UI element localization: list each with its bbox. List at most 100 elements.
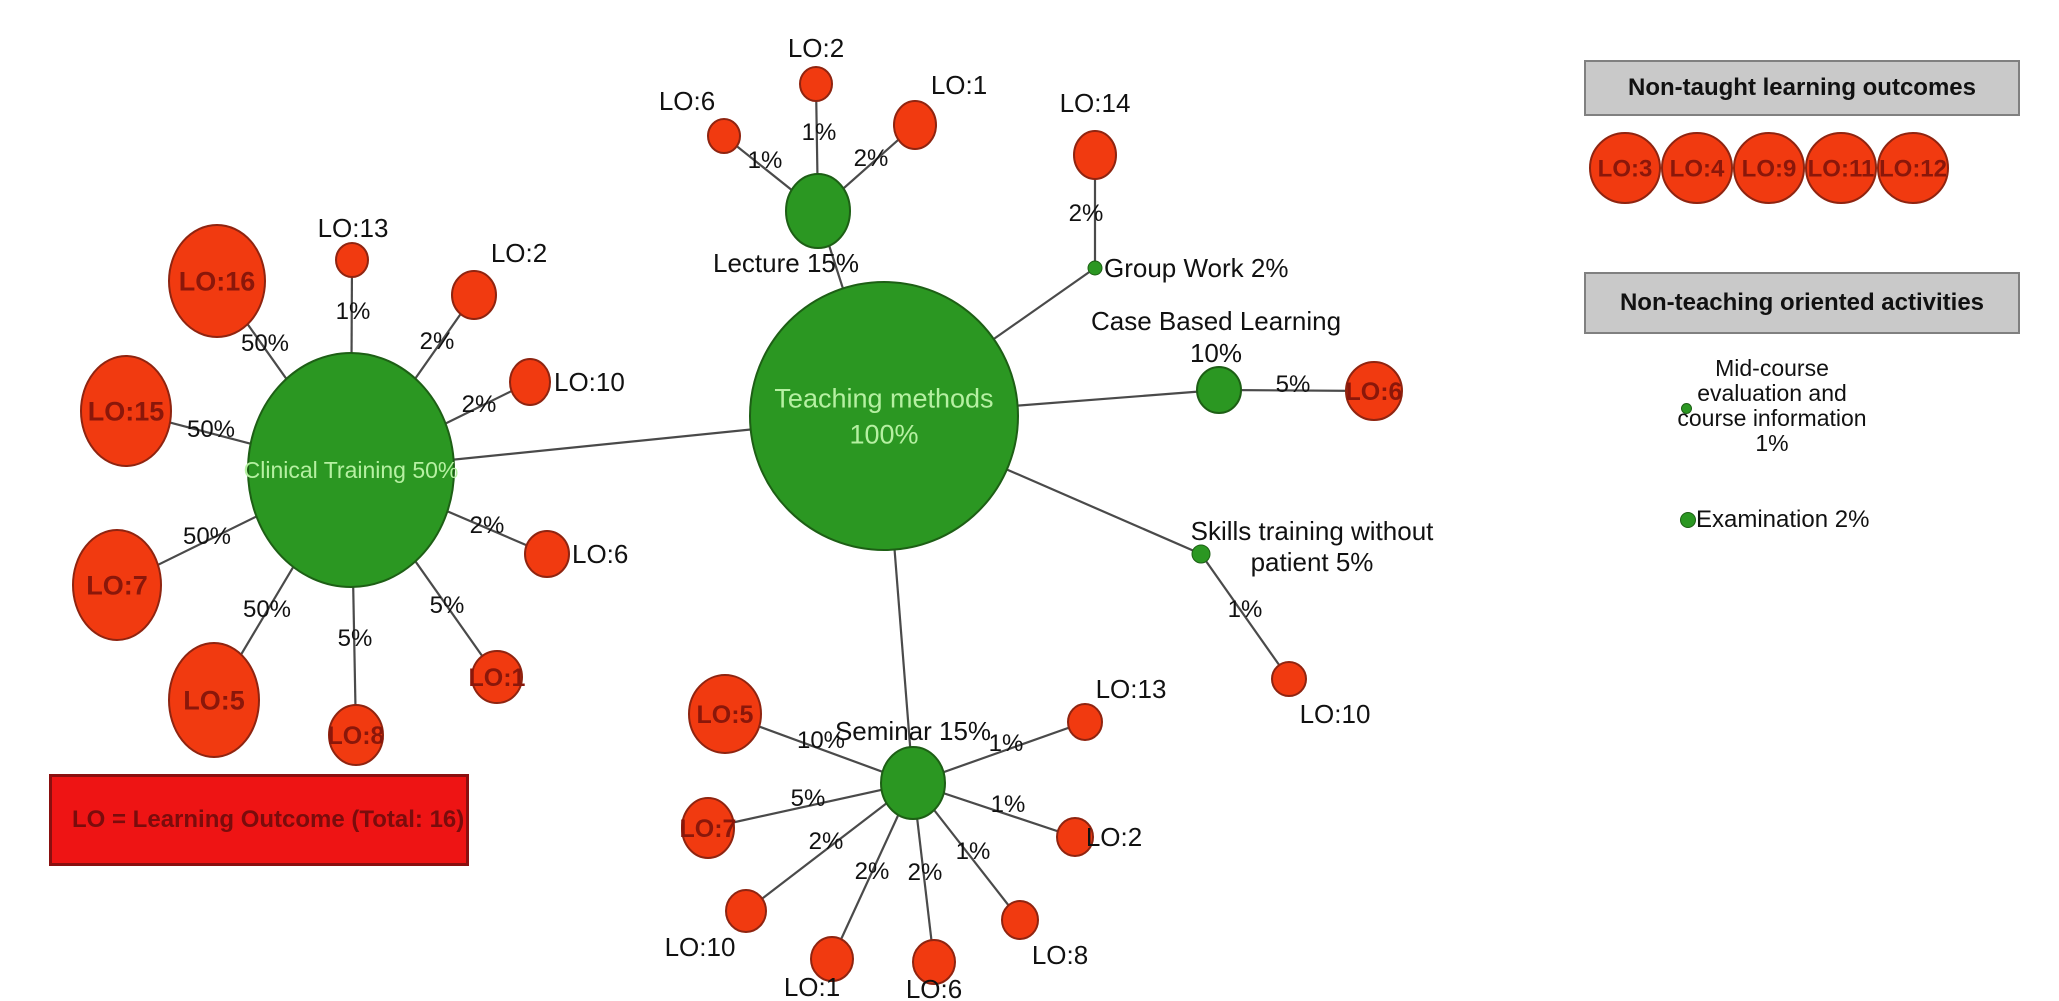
edge-label-seminar-lo10se: 2% bbox=[809, 828, 844, 855]
node-lo9p bbox=[1733, 132, 1805, 204]
mid-course-line-2: evaluation and bbox=[1697, 380, 1847, 406]
edge-label-clinical-lo5c: 50% bbox=[243, 596, 291, 623]
edge-seminar-lo7s bbox=[707, 781, 914, 830]
node-lo5s bbox=[688, 674, 762, 754]
node-label-lo10se: LO:10 bbox=[665, 932, 736, 962]
node-lo13s bbox=[1067, 703, 1103, 741]
activity-mid-course: Mid-course evaluation and course informa… bbox=[1662, 356, 1882, 456]
node-label-lo6l: LO:6 bbox=[659, 86, 715, 116]
node-label-lo7s: LO:7 bbox=[680, 815, 737, 843]
edge-label-skills-lo10s: 1% bbox=[1228, 596, 1263, 623]
node-label-cbl-2: 10% bbox=[1190, 338, 1242, 368]
node-label-lo1c: LO:1 bbox=[469, 664, 526, 692]
node-lo1l bbox=[893, 100, 937, 150]
node-lo2s bbox=[1056, 817, 1094, 857]
node-lo8c bbox=[328, 704, 384, 766]
edge-label-clinical-lo15: 50% bbox=[187, 416, 235, 443]
node-lo5c bbox=[168, 642, 260, 758]
edge-label-seminar-lo5s: 10% bbox=[797, 727, 845, 754]
labels-layer: 50% 1% 2% 2% 50% 50% 50% 5% 5% 2% 1% 1% 2% 2% 5% 1% 10% 5… bbox=[86, 33, 1947, 1001]
edge-label-lecture-lo2l: 1% bbox=[802, 119, 837, 146]
node-label-lo6c: LO:6 bbox=[572, 539, 628, 569]
node-label-lo1l: LO:1 bbox=[931, 70, 987, 100]
mid-course-line-3: course information bbox=[1677, 405, 1867, 431]
edge-label-clinical-lo16: 50% bbox=[241, 330, 289, 357]
node-lo1s bbox=[810, 936, 854, 982]
edge-label-clinical-lo1c: 5% bbox=[430, 592, 465, 619]
node-label-lo8c: LO:8 bbox=[328, 722, 385, 750]
edge-label-clinical-lo7c: 50% bbox=[183, 523, 231, 550]
node-lo4p bbox=[1661, 132, 1733, 204]
node-lo2c bbox=[451, 270, 497, 320]
node-lo11p bbox=[1805, 132, 1877, 204]
node-label-lo5c: LO:5 bbox=[183, 685, 245, 715]
node-clinical bbox=[247, 352, 455, 588]
edge-label-seminar-lo1s: 2% bbox=[855, 858, 890, 885]
edge-label-seminar-lo7s: 5% bbox=[791, 785, 826, 812]
node-lo6cb bbox=[1345, 361, 1403, 421]
node-lo1c bbox=[471, 650, 523, 704]
edge-label-lecture-lo1l: 2% bbox=[854, 145, 889, 172]
node-lo6l bbox=[707, 118, 741, 154]
edge-seminar-lo10se bbox=[745, 782, 914, 912]
panel-header-non-teaching-text: Non-teaching oriented activities bbox=[1619, 289, 1985, 316]
node-label-lo10s: LO:10 bbox=[1300, 699, 1371, 729]
node-label-lo9p: LO:9 bbox=[1742, 155, 1797, 182]
edge-skills-lo10s bbox=[1200, 553, 1290, 680]
edge-label-clinical-lo8c: 5% bbox=[338, 625, 373, 652]
node-lo7c bbox=[72, 529, 162, 641]
node-lo13c bbox=[335, 242, 369, 278]
node-seminar bbox=[880, 746, 946, 820]
edge-label-cbl-lo6cb: 5% bbox=[1276, 371, 1311, 398]
panel-header-non-teaching: Non-teaching oriented activities bbox=[1584, 272, 2020, 334]
node-label-lo12p: LO:12 bbox=[1879, 155, 1947, 182]
edge-label-clinical-lo13c: 1% bbox=[336, 298, 371, 325]
node-label-clinical: Clinical Training 50% bbox=[244, 457, 459, 483]
node-lo2l bbox=[799, 66, 833, 102]
node-lo6c bbox=[524, 530, 570, 578]
node-lo14 bbox=[1073, 130, 1117, 180]
node-lo7s bbox=[681, 797, 735, 859]
node-skills bbox=[1191, 544, 1211, 564]
node-label-lo13s: LO:13 bbox=[1096, 674, 1167, 704]
node-lo10c bbox=[509, 358, 551, 406]
node-label-skills-2: patient 5% bbox=[1251, 547, 1374, 577]
node-label-lo10c: LO:10 bbox=[554, 367, 625, 397]
node-groupwork bbox=[1087, 260, 1103, 276]
node-label-groupwork: Group Work 2% bbox=[1104, 253, 1288, 283]
edge-label-clinical-lo2c: 2% bbox=[420, 328, 455, 355]
mid-course-dot-icon bbox=[1681, 403, 1692, 414]
node-lo3p bbox=[1589, 132, 1661, 204]
node-lo10se bbox=[725, 889, 767, 933]
edge-label-seminar-lo6s: 2% bbox=[908, 859, 943, 886]
node-label-lecture: Lecture 15% bbox=[713, 248, 859, 278]
node-label-seminar: Seminar 15% bbox=[835, 716, 991, 746]
node-lo15 bbox=[80, 355, 172, 467]
node-lo8s bbox=[1001, 900, 1039, 940]
edge-label-seminar-lo2s: 1% bbox=[991, 791, 1026, 818]
legend-text: LO = Learning Outcome (Total: 16) bbox=[72, 806, 465, 833]
node-label-lo6s: LO:6 bbox=[906, 974, 962, 1001]
node-label-lo15: LO:15 bbox=[88, 396, 165, 426]
node-label-lo16: LO:16 bbox=[179, 266, 256, 296]
node-lecture bbox=[785, 173, 851, 249]
node-label-lo3p: LO:3 bbox=[1598, 155, 1653, 182]
panel-header-non-taught: Non-taught learning outcomes bbox=[1584, 60, 2020, 116]
node-label-lo6cb: LO:6 bbox=[1346, 378, 1403, 406]
edge-label-clinical-lo10c: 2% bbox=[462, 391, 497, 418]
node-label-lo5s: LO:5 bbox=[697, 701, 754, 729]
node-lo12p bbox=[1877, 132, 1949, 204]
mid-course-line-1: Mid-course bbox=[1715, 355, 1829, 381]
node-teaching bbox=[749, 281, 1019, 551]
node-label-lo13c: LO:13 bbox=[318, 213, 389, 243]
node-label-skills-1: Skills training without bbox=[1191, 516, 1435, 546]
node-label-lo11p: LO:11 bbox=[1808, 155, 1875, 182]
activity-examination: Examination 2% bbox=[1696, 506, 1870, 533]
edge-label-lecture-lo6l: 1% bbox=[748, 147, 783, 174]
node-label-teaching-2: 100% bbox=[849, 419, 918, 449]
node-lo16 bbox=[168, 224, 266, 338]
legend-box: LO = Learning Outcome (Total: 16) bbox=[49, 774, 469, 866]
examination-dot-icon bbox=[1680, 512, 1696, 528]
node-label-lo1s: LO:1 bbox=[784, 972, 840, 1001]
